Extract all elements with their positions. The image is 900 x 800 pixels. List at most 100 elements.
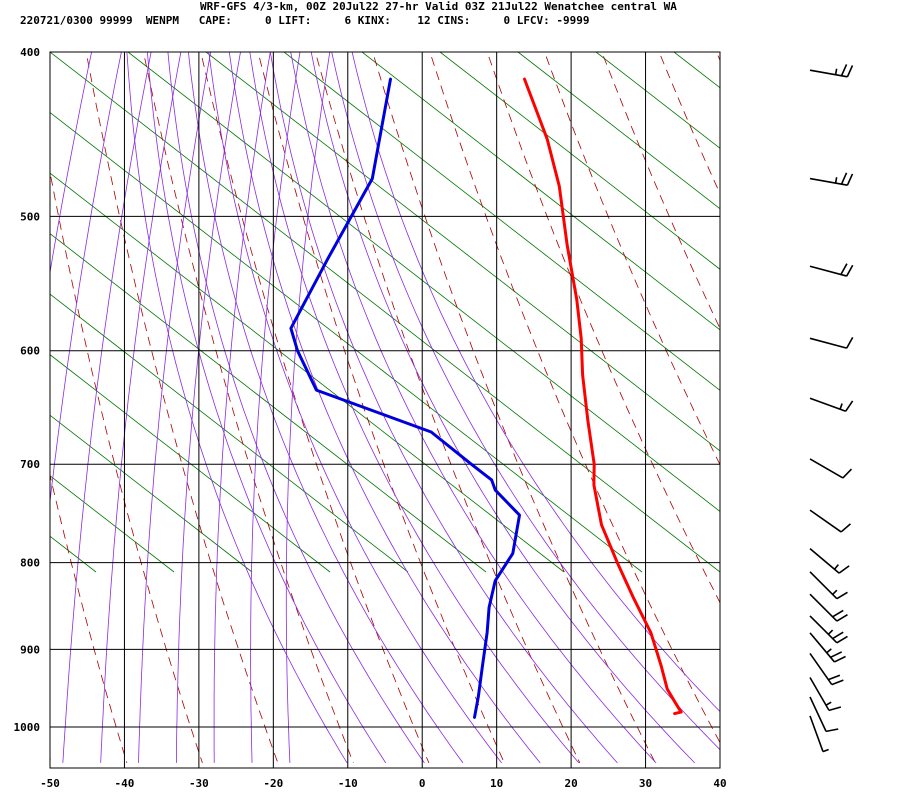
wind-barb-flag <box>840 172 848 185</box>
mixing-ratio-line <box>283 52 720 391</box>
moist-adiabat <box>100 52 182 763</box>
moist-adiabat <box>213 52 271 763</box>
x-tick-label: 0 <box>419 777 426 790</box>
moist-adiabat <box>250 52 301 763</box>
wind-barb <box>809 615 848 644</box>
chart-title: WRF-GFS 4/3-km, 00Z 20Jul22 27-hr Valid … <box>200 0 677 13</box>
wind-barb <box>809 571 848 600</box>
mixing-ratio-line <box>673 52 720 89</box>
wind-barb <box>809 336 854 349</box>
mixing-ratio-line <box>50 475 175 573</box>
wind-barb-flag <box>845 400 854 412</box>
wind-barb-staff <box>809 615 838 644</box>
moist-adiabat <box>187 52 464 764</box>
x-tick-label: 40 <box>713 777 726 790</box>
wind-barb-flag <box>831 679 844 686</box>
moist-adiabat <box>208 52 502 764</box>
wind-barb-flag <box>830 651 843 659</box>
temperature-profile <box>523 77 683 716</box>
dry-adiabat <box>870 14 900 763</box>
dry-adiabat <box>544 52 720 466</box>
wind-barb <box>809 696 839 733</box>
wind-barb-half-flag <box>822 748 829 753</box>
wind-barb-flag <box>832 609 844 618</box>
x-tick-label: 20 <box>564 777 577 790</box>
moist-adiabat <box>62 52 152 763</box>
moist-adiabat <box>126 52 348 764</box>
moist-adiabat <box>285 52 331 763</box>
wind-barb <box>809 632 846 663</box>
dry-adiabat <box>50 473 128 764</box>
wind-barb <box>809 509 851 533</box>
wind-barb-flag <box>828 706 842 712</box>
wind-barb-flag <box>840 263 848 275</box>
pressure-tick-label: 800 <box>20 557 40 570</box>
moist-adiabat <box>50 52 122 506</box>
wind-barb-staff <box>809 177 848 186</box>
wind-barb-staff <box>809 458 844 479</box>
wind-barb-half-flag <box>834 177 838 184</box>
wind-barb <box>809 172 854 186</box>
mixing-ratio-line <box>595 52 720 149</box>
pressure-tick-label: 400 <box>20 46 40 59</box>
moist-adiabat <box>50 52 93 275</box>
dry-adiabat <box>429 52 720 744</box>
wind-barb-flag <box>828 674 841 681</box>
moist-adiabat <box>176 52 241 763</box>
pressure-tick-label: 600 <box>20 345 40 358</box>
mixing-ratio-line <box>0 52 18 572</box>
mixing-ratio-line <box>517 52 720 210</box>
wind-barb-flag <box>846 336 854 349</box>
moist-adiabat <box>269 52 618 764</box>
wind-barb <box>809 263 854 277</box>
mixing-ratio-line <box>50 172 565 573</box>
wind-barb-staff <box>809 548 840 574</box>
dry-adiabat <box>50 170 203 764</box>
wind-barb-half-flag <box>827 629 834 635</box>
wind-barb-flag <box>840 64 848 77</box>
mixing-ratio-line <box>50 233 487 573</box>
dry-adiabat <box>658 52 720 195</box>
wind-barb-flag <box>838 565 850 574</box>
pressure-tick-label: 700 <box>20 458 40 471</box>
moist-adiabat <box>146 52 387 764</box>
dry-adiabat <box>257 52 505 764</box>
mixing-ratio-line <box>439 52 720 270</box>
x-tick-label: -10 <box>338 777 358 790</box>
mixing-ratio-line <box>361 52 720 331</box>
moist-adiabat <box>310 52 695 764</box>
mixing-ratio-line <box>50 354 331 573</box>
mixing-ratio-line <box>830 52 900 572</box>
dry-adiabat <box>372 52 656 764</box>
wind-barb-flag <box>846 264 854 277</box>
moist-adiabat <box>351 52 720 713</box>
moist-adiabat <box>167 52 425 764</box>
mixing-ratio-line <box>127 52 720 512</box>
wind-barb-half-flag <box>839 403 843 410</box>
dry-adiabat <box>200 52 430 764</box>
wind-barb-staff <box>809 653 833 686</box>
dry-adiabat <box>142 52 354 764</box>
sounding-indices: 220721/0300 99999 WENPM CAPE: 0 LIFT: 6 … <box>20 14 590 27</box>
pressure-tick-label: 1000 <box>14 721 41 734</box>
moist-adiabat <box>249 52 580 764</box>
wind-barb <box>809 653 844 686</box>
mixing-ratio-line <box>50 535 97 573</box>
wind-barb-flag <box>834 655 846 663</box>
wind-barb-flag <box>842 468 853 479</box>
wind-barb-half-flag <box>826 648 832 654</box>
dry-adiabat <box>715 52 720 62</box>
dewpoint-profile <box>289 77 521 719</box>
wind-barb-flag <box>832 631 844 640</box>
moist-adiabat <box>228 52 541 764</box>
wind-barb-flag <box>846 173 854 186</box>
x-tick-label: -40 <box>115 777 135 790</box>
wind-barb-half-flag <box>825 701 832 706</box>
wind-barb-staff <box>809 265 847 277</box>
mixing-ratio-line <box>752 52 900 572</box>
wind-barb-staff <box>809 715 824 752</box>
moist-adiabat <box>138 52 212 763</box>
x-tick-label: -20 <box>263 777 283 790</box>
wind-barb-staff <box>809 696 827 732</box>
wind-barb <box>809 548 850 574</box>
